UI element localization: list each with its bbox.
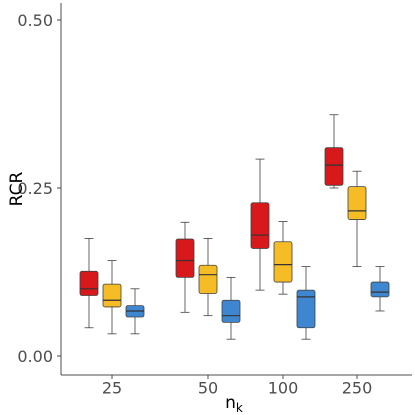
x-axis-title-subscript: k: [236, 401, 243, 415]
x-ticks: 25 50 100 250: [102, 375, 372, 398]
box-group: [273, 221, 293, 295]
box: [221, 299, 241, 323]
box-group: [296, 266, 316, 340]
box: [250, 202, 270, 249]
boxes: [79, 114, 390, 340]
box-group: [370, 266, 390, 312]
box-group: [102, 260, 122, 335]
x-tick-label: 250: [342, 379, 373, 398]
box: [102, 283, 122, 308]
y-ticks: 0.00 0.25 0.50: [17, 11, 61, 366]
box: [324, 147, 344, 186]
axes: [60, 3, 412, 376]
y-tick-label: 0.25: [17, 179, 53, 198]
box: [198, 264, 218, 294]
box-group: [175, 221, 195, 313]
box: [296, 289, 316, 329]
box-group: [250, 158, 270, 291]
y-tick-label: 0.00: [17, 347, 53, 366]
box-group: [347, 170, 367, 268]
box: [175, 238, 195, 278]
x-axis-title: nk: [225, 393, 243, 415]
y-tick-label: 0.50: [17, 11, 53, 30]
box: [370, 281, 390, 298]
box-group: [79, 237, 99, 329]
box: [347, 186, 367, 220]
box: [273, 241, 293, 283]
box-group: [324, 114, 344, 189]
x-tick-label: 100: [268, 379, 299, 398]
box: [79, 270, 99, 296]
box-group: [221, 276, 241, 340]
y-axis-title: RCR: [7, 171, 27, 206]
box-group: [198, 237, 218, 317]
x-axis-title-main: n: [225, 393, 236, 413]
x-tick-label: 50: [198, 379, 218, 398]
x-tick-label: 25: [102, 379, 122, 398]
box-group: [125, 288, 145, 335]
